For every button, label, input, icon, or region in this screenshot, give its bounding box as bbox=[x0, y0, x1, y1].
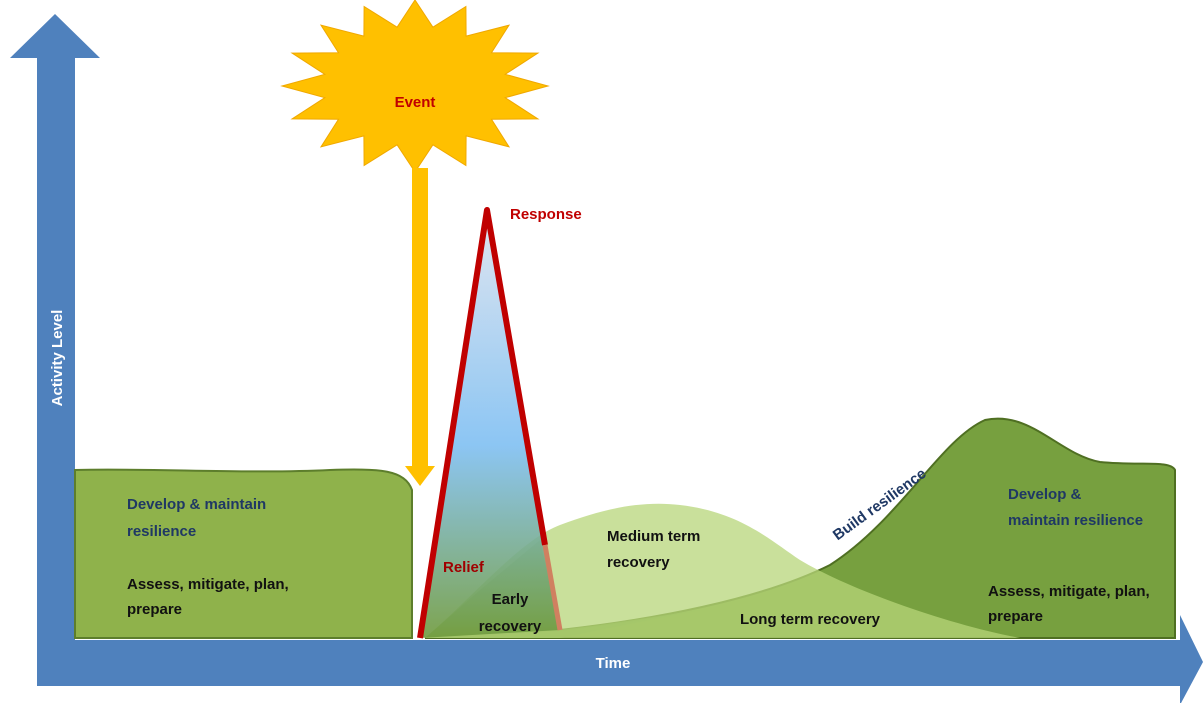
right-tasks: Assess, mitigate, plan, bbox=[988, 583, 1150, 600]
event-arrow-head bbox=[405, 466, 435, 486]
response-line bbox=[417, 207, 548, 639]
right-heading: maintain resilience bbox=[1008, 512, 1143, 529]
y-axis-label: Activity Level bbox=[49, 310, 66, 407]
event-arrow-shaft bbox=[412, 168, 428, 468]
medium-term-label: recovery bbox=[607, 554, 670, 571]
response-spike bbox=[420, 210, 560, 638]
response-label: Response bbox=[510, 206, 582, 223]
medium-term-label: Medium term bbox=[607, 528, 700, 545]
left-phase-area bbox=[74, 468, 413, 639]
medium-term-area bbox=[425, 503, 1020, 638]
response-tail bbox=[542, 544, 563, 631]
early-recovery-label: Early bbox=[492, 591, 529, 608]
early-recovery-label: recovery bbox=[479, 618, 542, 635]
right-heading: Develop & bbox=[1008, 486, 1082, 503]
left-tasks: prepare bbox=[127, 601, 182, 618]
left-heading: Develop & maintain bbox=[127, 496, 266, 513]
event-label: Event bbox=[395, 94, 436, 111]
long-term-label: Long term recovery bbox=[740, 611, 881, 628]
left-tasks: Assess, mitigate, plan, bbox=[127, 576, 289, 593]
event-star bbox=[280, 0, 550, 173]
right-tasks: prepare bbox=[988, 608, 1043, 625]
left-heading: resilience bbox=[127, 523, 196, 540]
relief-label: Relief bbox=[443, 559, 485, 576]
x-axis-label: Time bbox=[596, 655, 631, 672]
y-axis-arrow bbox=[10, 14, 100, 686]
x-axis-arrow bbox=[37, 615, 1203, 703]
